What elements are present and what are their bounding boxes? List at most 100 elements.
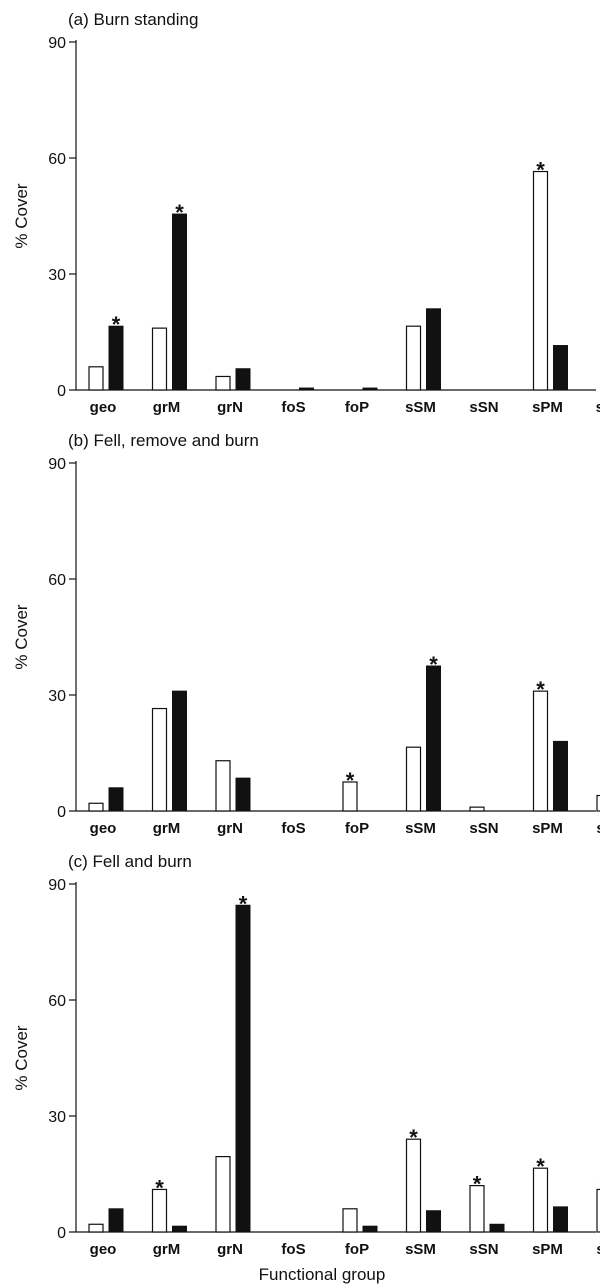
bar-filled (553, 1206, 568, 1233)
bar-open (151, 707, 168, 812)
bar-open (405, 325, 422, 391)
bar-open (88, 1223, 104, 1233)
category-label: geo (90, 820, 117, 837)
bar-filled (172, 690, 187, 812)
category-label: foS (281, 1241, 305, 1258)
category-label: sSN (469, 820, 498, 837)
y-tick-label: 60 (48, 572, 66, 589)
category-label: sPM (532, 1241, 563, 1258)
bar-filled (426, 665, 441, 812)
bar-filled (553, 740, 568, 812)
bar-filled (299, 387, 314, 391)
significance-star: * (175, 200, 184, 225)
category-label: sSM (405, 399, 436, 416)
bar-open (596, 1188, 600, 1233)
bar-open (342, 1208, 358, 1233)
panel-c: (c) Fell and burn 0 30 60 90 % Cover geo grM * gr… (12, 852, 600, 1284)
significance-star: * (409, 1125, 418, 1150)
bar-open (469, 806, 485, 812)
bar-open (215, 760, 231, 812)
bar-filled (426, 1210, 441, 1233)
y-tick-label: 30 (48, 1109, 66, 1126)
bar-open (215, 1155, 231, 1233)
category-label: grN (217, 1241, 243, 1258)
bar-filled (489, 1223, 505, 1233)
category-label: sSM (405, 820, 436, 837)
category-label: sPM (532, 820, 563, 837)
bar-filled (235, 904, 251, 1233)
category-label: foS (281, 820, 305, 837)
bar-filled (235, 777, 251, 812)
category-label: sPM (596, 399, 600, 416)
category-label: geo (90, 1241, 117, 1258)
category-label: foP (345, 820, 369, 837)
bar-filled (108, 787, 124, 812)
y-tick-label: 90 (48, 877, 66, 894)
significance-star: * (429, 652, 438, 677)
panel-b: (b) Fell, remove and burn 0 30 60 90 % Cover g… (12, 431, 600, 837)
bar-open (596, 794, 600, 812)
significance-star: * (536, 1154, 545, 1179)
bar-open (532, 170, 549, 391)
category-label: grM (153, 1241, 181, 1258)
panel-title: (a) Burn standing (68, 10, 198, 29)
y-tick-label: 0 (57, 1225, 66, 1242)
y-tick-label: 90 (48, 35, 66, 52)
bar-open (532, 1167, 549, 1233)
y-tick-label: 0 (57, 383, 66, 400)
bar-filled (172, 1225, 187, 1233)
y-tick-label: 0 (57, 804, 66, 821)
category-label: sPN (596, 820, 600, 837)
significance-star: * (239, 891, 248, 916)
panel-a: (a) Burn standing 0 30 60 90 % Cover geo * grM * g… (12, 10, 600, 416)
category-label: foP (345, 399, 369, 416)
y-tick-label: 30 (48, 688, 66, 705)
y-tick-label: 60 (48, 993, 66, 1010)
y-axis-title: % Cover (12, 183, 31, 249)
bar-filled (172, 213, 187, 391)
bar-open (151, 327, 168, 391)
bar-open (342, 781, 358, 812)
category-label: sPM (532, 399, 563, 416)
x-axis-title: Functional group (259, 1265, 386, 1284)
y-tick-label: 90 (48, 456, 66, 473)
bar-open (405, 746, 422, 812)
category-label: grN (217, 820, 243, 837)
category-label: sSN (469, 399, 498, 416)
category-label: grM (153, 399, 181, 416)
bar-filled (553, 345, 568, 391)
panel-title: (c) Fell and burn (68, 852, 192, 871)
category-label: geo (90, 399, 117, 416)
bar-filled (235, 368, 251, 391)
bar-filled (108, 1208, 124, 1233)
significance-star: * (155, 1175, 164, 1200)
category-label: foP (345, 1241, 369, 1258)
significance-star: * (536, 158, 545, 183)
bar-filled (362, 387, 378, 391)
category-label: grM (153, 820, 181, 837)
bar-open (151, 1188, 168, 1233)
bar-open (405, 1138, 422, 1233)
significance-star: * (112, 312, 121, 337)
significance-star: * (473, 1172, 482, 1197)
y-tick-label: 60 (48, 151, 66, 168)
panel-title: (b) Fell, remove and burn (68, 431, 259, 450)
category-label: foS (281, 399, 305, 416)
category-label: sSN (469, 1241, 498, 1258)
y-axis-title: % Cover (12, 1025, 31, 1091)
bar-filled (362, 1225, 378, 1233)
bar-filled (108, 325, 124, 391)
bar-open (469, 1184, 485, 1233)
bar-open (215, 375, 231, 391)
bar-open (88, 802, 104, 812)
category-label: sPN (596, 1241, 600, 1258)
bar-open (88, 366, 104, 391)
y-tick-label: 30 (48, 267, 66, 284)
bar-filled (426, 308, 441, 391)
significance-star: * (536, 677, 545, 702)
category-label: sSM (405, 1241, 436, 1258)
significance-star: * (346, 768, 355, 793)
bar-open (532, 690, 549, 812)
category-label: grN (217, 399, 243, 416)
